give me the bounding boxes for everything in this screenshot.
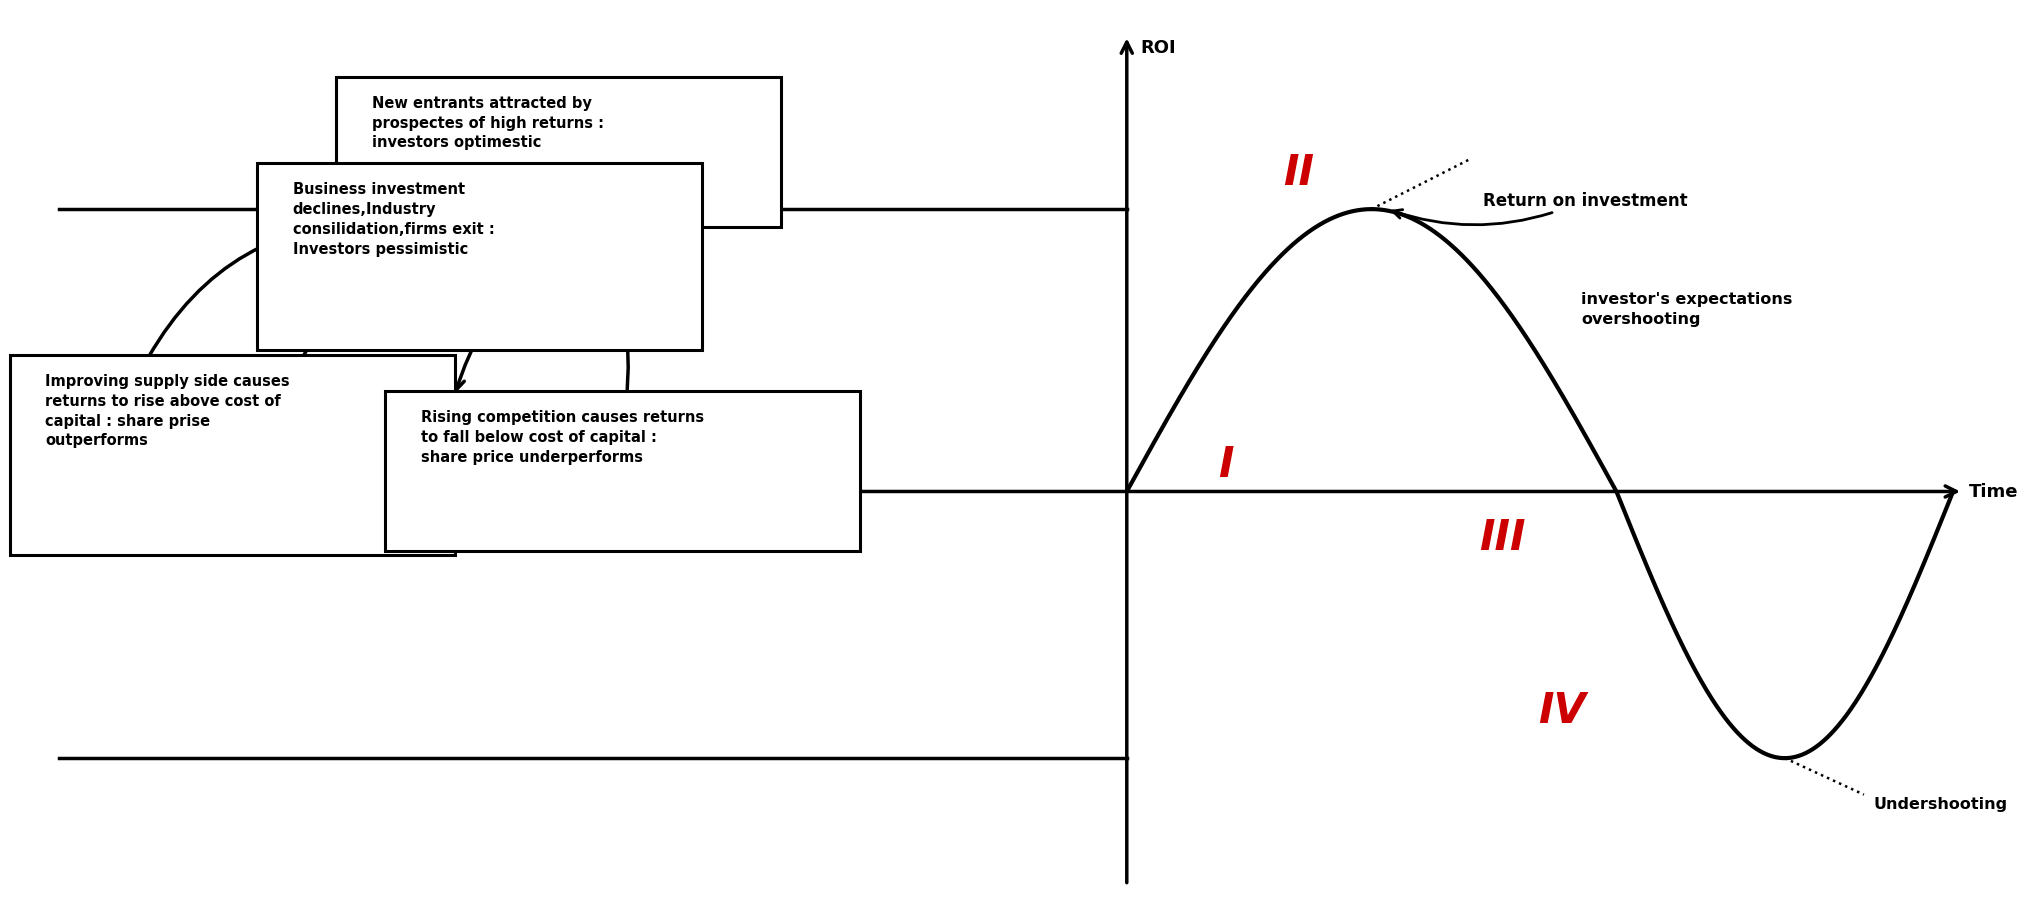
- Text: IV: IV: [1538, 690, 1585, 732]
- Text: investor's expectations
overshooting: investor's expectations overshooting: [1581, 292, 1794, 326]
- Text: Rising competition causes returns
to fall below cost of capital :
share price un: Rising competition causes returns to fal…: [422, 410, 704, 465]
- FancyBboxPatch shape: [258, 164, 702, 351]
- Text: Return on investment: Return on investment: [1392, 192, 1688, 226]
- FancyBboxPatch shape: [386, 392, 860, 551]
- Text: III: III: [1479, 517, 1526, 558]
- Text: New entrants attracted by
prospectes of high returns :
investors optimestic: New entrants attracted by prospectes of …: [371, 96, 605, 150]
- Text: Time: Time: [1968, 483, 2019, 501]
- Text: II: II: [1282, 152, 1315, 194]
- Text: I: I: [1217, 444, 1234, 486]
- FancyBboxPatch shape: [10, 355, 454, 556]
- FancyBboxPatch shape: [337, 77, 781, 228]
- Text: ROI: ROI: [1140, 39, 1177, 57]
- Text: Business investment
declines,Industry
consilidation,firms exit :
Investors pessi: Business investment declines,Industry co…: [292, 182, 495, 257]
- Text: Undershooting: Undershooting: [1875, 796, 2009, 812]
- Text: Improving supply side causes
returns to rise above cost of
capital : share prise: Improving supply side causes returns to …: [45, 374, 290, 448]
